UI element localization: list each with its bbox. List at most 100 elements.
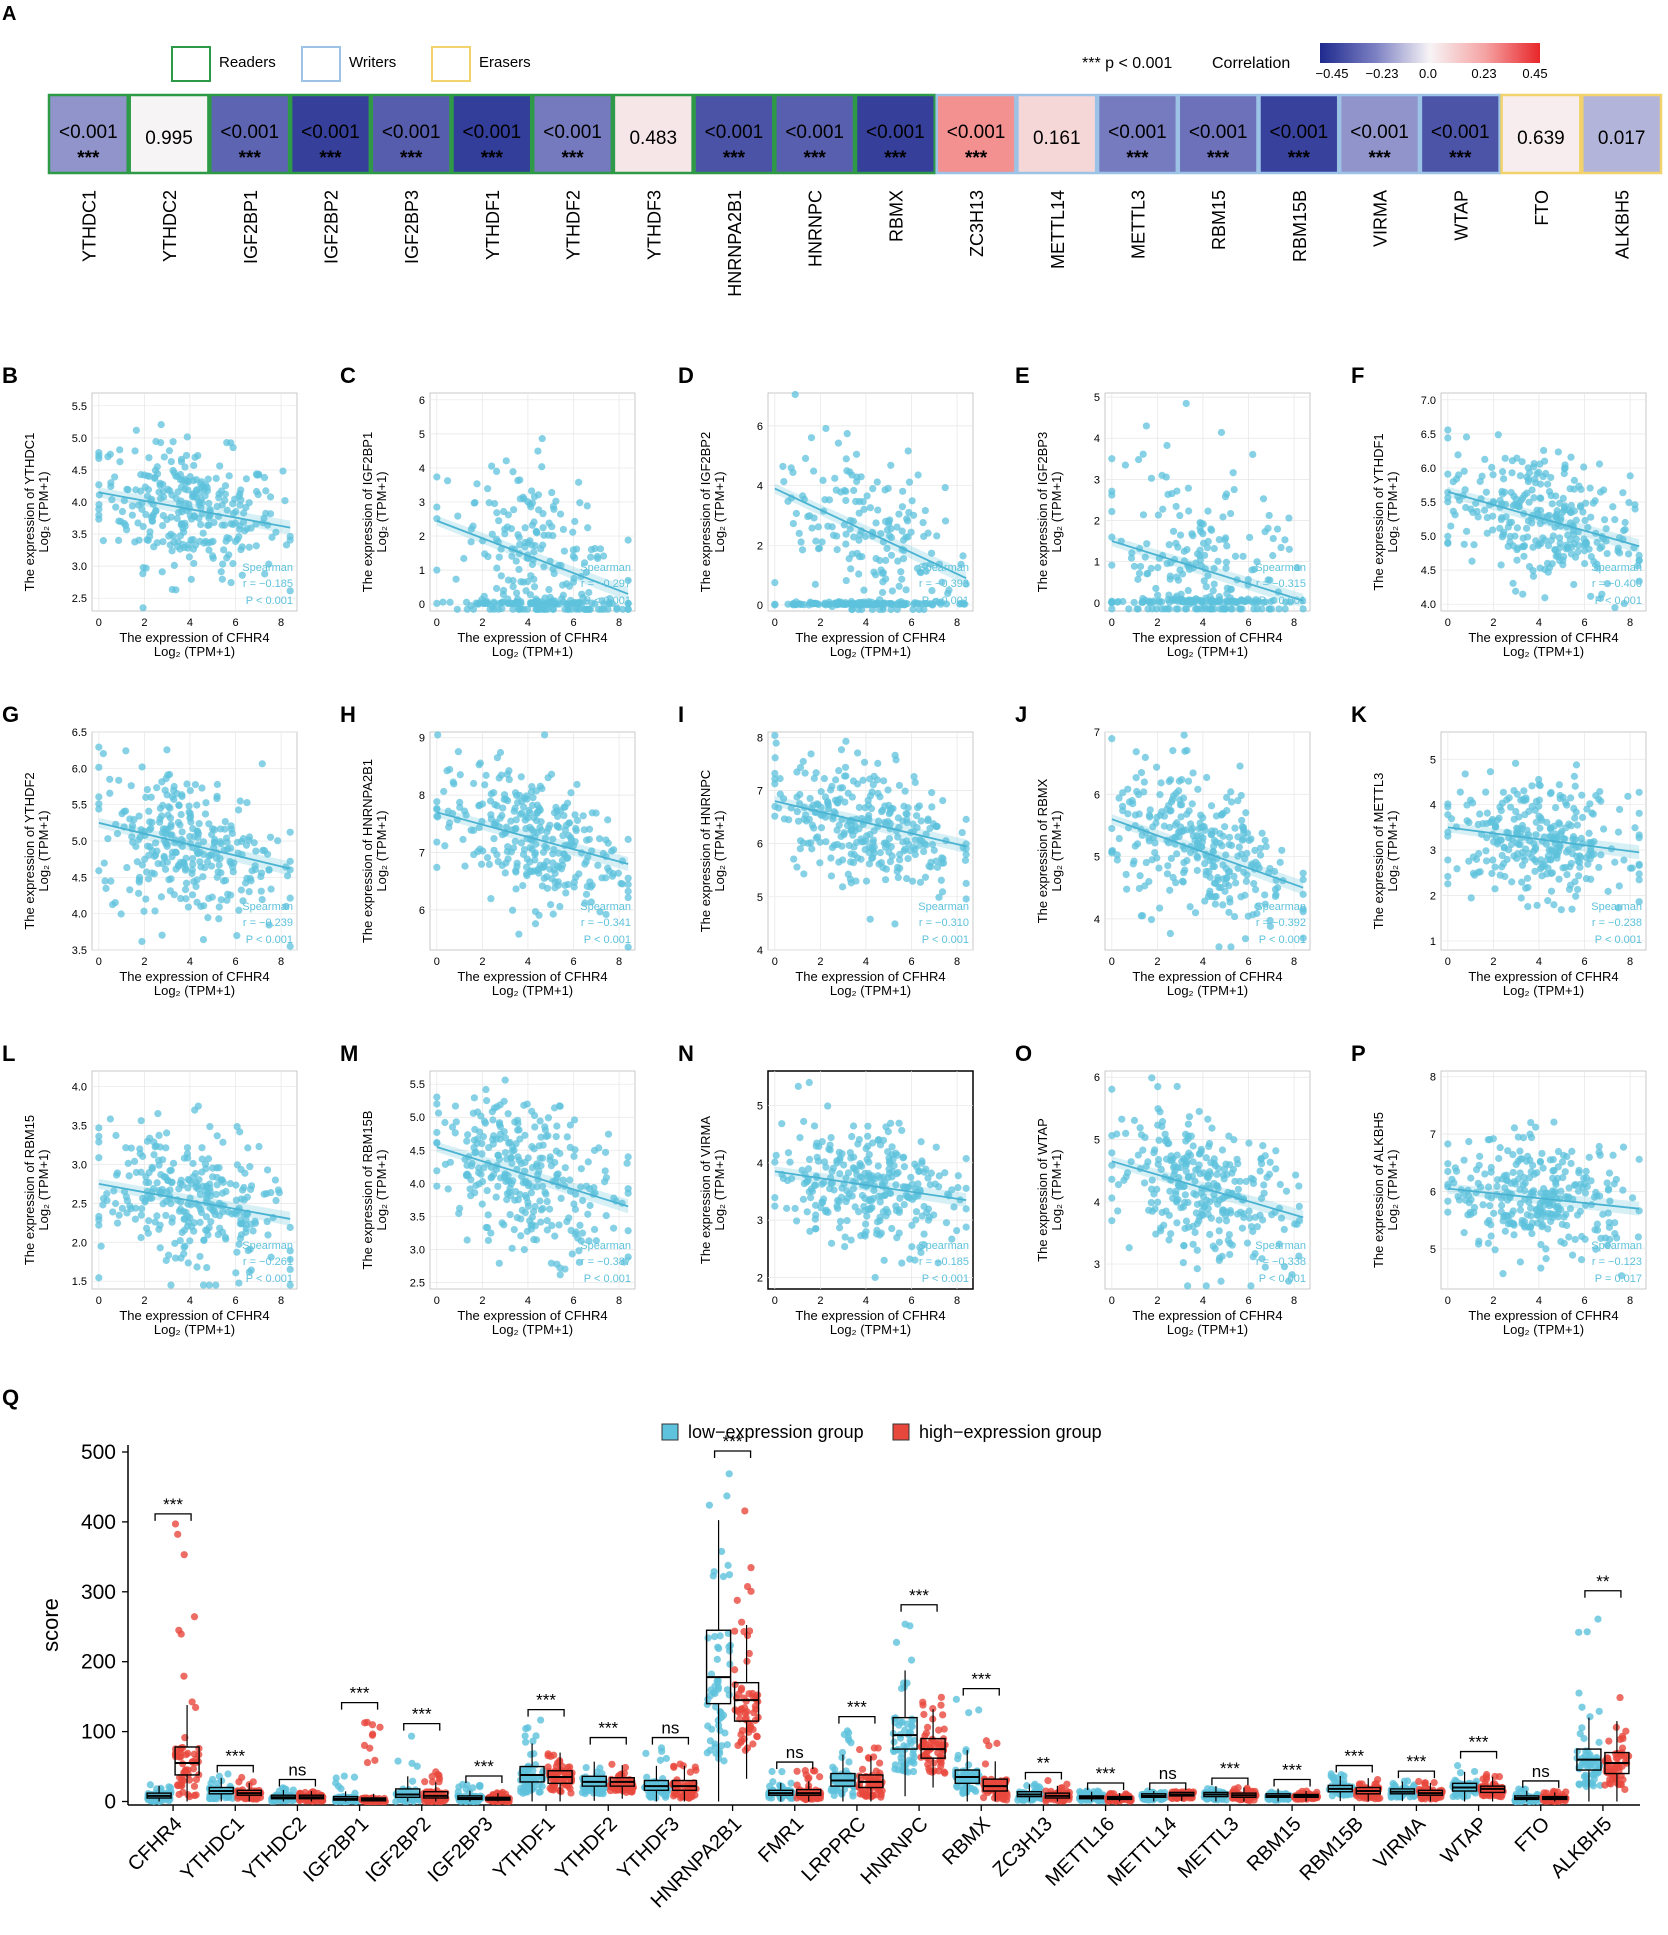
data-point (496, 1120, 504, 1128)
data-point (488, 462, 496, 470)
data-point (516, 540, 524, 549)
panel-letter: F (1351, 363, 1364, 388)
data-point (1221, 823, 1229, 831)
data-point (221, 490, 229, 498)
data-point (543, 1197, 551, 1206)
data-point (456, 771, 464, 779)
data-point (1486, 768, 1495, 776)
data-point (433, 1182, 441, 1190)
x-tick: 8 (278, 1295, 284, 1307)
heatmap-cell-mettl14 (1016, 94, 1098, 174)
data-point (167, 457, 175, 466)
data-point (1511, 759, 1520, 767)
data-point (106, 1115, 114, 1123)
data-point (505, 767, 513, 775)
data-point (1448, 1175, 1456, 1183)
data-point (833, 545, 841, 554)
x-axis-label: The expression of CFHR4 (119, 969, 269, 984)
data-point (470, 499, 478, 507)
data-point (1180, 859, 1188, 867)
data-point (892, 600, 901, 608)
data-point (124, 1159, 132, 1167)
data-point (237, 1231, 245, 1239)
data-point (533, 529, 541, 537)
data-point (242, 475, 251, 483)
data-point (1475, 1240, 1483, 1248)
data-point (1517, 894, 1525, 902)
data-point (151, 1143, 159, 1151)
y-axis-label: The expression of RBMX (1035, 778, 1050, 923)
data-point (1537, 1216, 1545, 1224)
data-point (1243, 849, 1251, 857)
data-point (566, 1121, 574, 1129)
data-point (568, 600, 577, 608)
data-point (1134, 455, 1143, 464)
data-point (876, 605, 884, 614)
data-point (1537, 540, 1545, 548)
legend-label-erasers: Erasers (479, 54, 531, 71)
data-point (201, 810, 210, 818)
x-tick: 0 (1109, 1295, 1115, 1307)
data-point (467, 538, 475, 546)
data-point (209, 1173, 217, 1181)
data-point (505, 775, 513, 784)
data-point (911, 1160, 919, 1168)
data-point (132, 842, 140, 851)
data-point (95, 501, 103, 509)
gene-label-wtap: WTAP (1451, 190, 1471, 241)
cell-stars: *** (723, 148, 746, 169)
data-point (433, 1128, 441, 1137)
data-point (1520, 552, 1528, 560)
data-point (613, 604, 621, 612)
cell-stars: *** (1368, 148, 1391, 169)
data-point (122, 1144, 130, 1152)
data-point (172, 848, 180, 856)
data-point (1489, 512, 1497, 520)
data-point (475, 802, 483, 810)
data-point (1600, 486, 1608, 494)
y-tick: 6 (419, 395, 425, 407)
data-point (1545, 487, 1554, 496)
data-point (962, 1154, 970, 1163)
data-point (177, 458, 186, 466)
panel-letter-a: A (2, 3, 16, 25)
data-point (805, 1155, 814, 1164)
data-point (808, 524, 816, 532)
data-point (496, 1101, 504, 1109)
data-point (234, 806, 243, 814)
data-point (1453, 865, 1461, 873)
data-point (471, 1125, 479, 1134)
data-point (130, 1157, 139, 1165)
data-point (184, 486, 192, 494)
cell-p-value: 0.483 (629, 128, 677, 149)
data-point (99, 749, 107, 758)
method-label: Spearman (918, 1240, 969, 1252)
data-point (246, 1163, 254, 1171)
panel-letter: N (678, 1041, 694, 1066)
data-point (1214, 873, 1222, 882)
data-point (591, 600, 599, 608)
r-value: r = −0.239 (243, 917, 293, 929)
data-point (188, 869, 196, 878)
data-point (855, 803, 863, 812)
data-point (624, 605, 632, 613)
data-point (1635, 861, 1643, 870)
data-point (797, 600, 805, 608)
data-point (199, 529, 207, 537)
y-tick: 4.0 (410, 1178, 425, 1190)
x-tick: 0 (96, 956, 102, 968)
data-point (1444, 532, 1452, 540)
data-point (193, 827, 202, 836)
y-axis-unit: Log₂ (TPM+1) (1049, 810, 1064, 891)
data-point (170, 786, 178, 794)
data-point (138, 1205, 146, 1213)
data-point (499, 804, 507, 812)
p-value: P < 0.001 (1259, 1273, 1306, 1285)
data-point (107, 877, 115, 885)
data-point (1615, 882, 1623, 890)
x-axis-label: The expression of CFHR4 (1132, 1308, 1282, 1323)
cell-stars: *** (884, 148, 907, 169)
data-point (602, 874, 610, 882)
data-point (582, 568, 590, 576)
data-point (260, 1190, 268, 1198)
